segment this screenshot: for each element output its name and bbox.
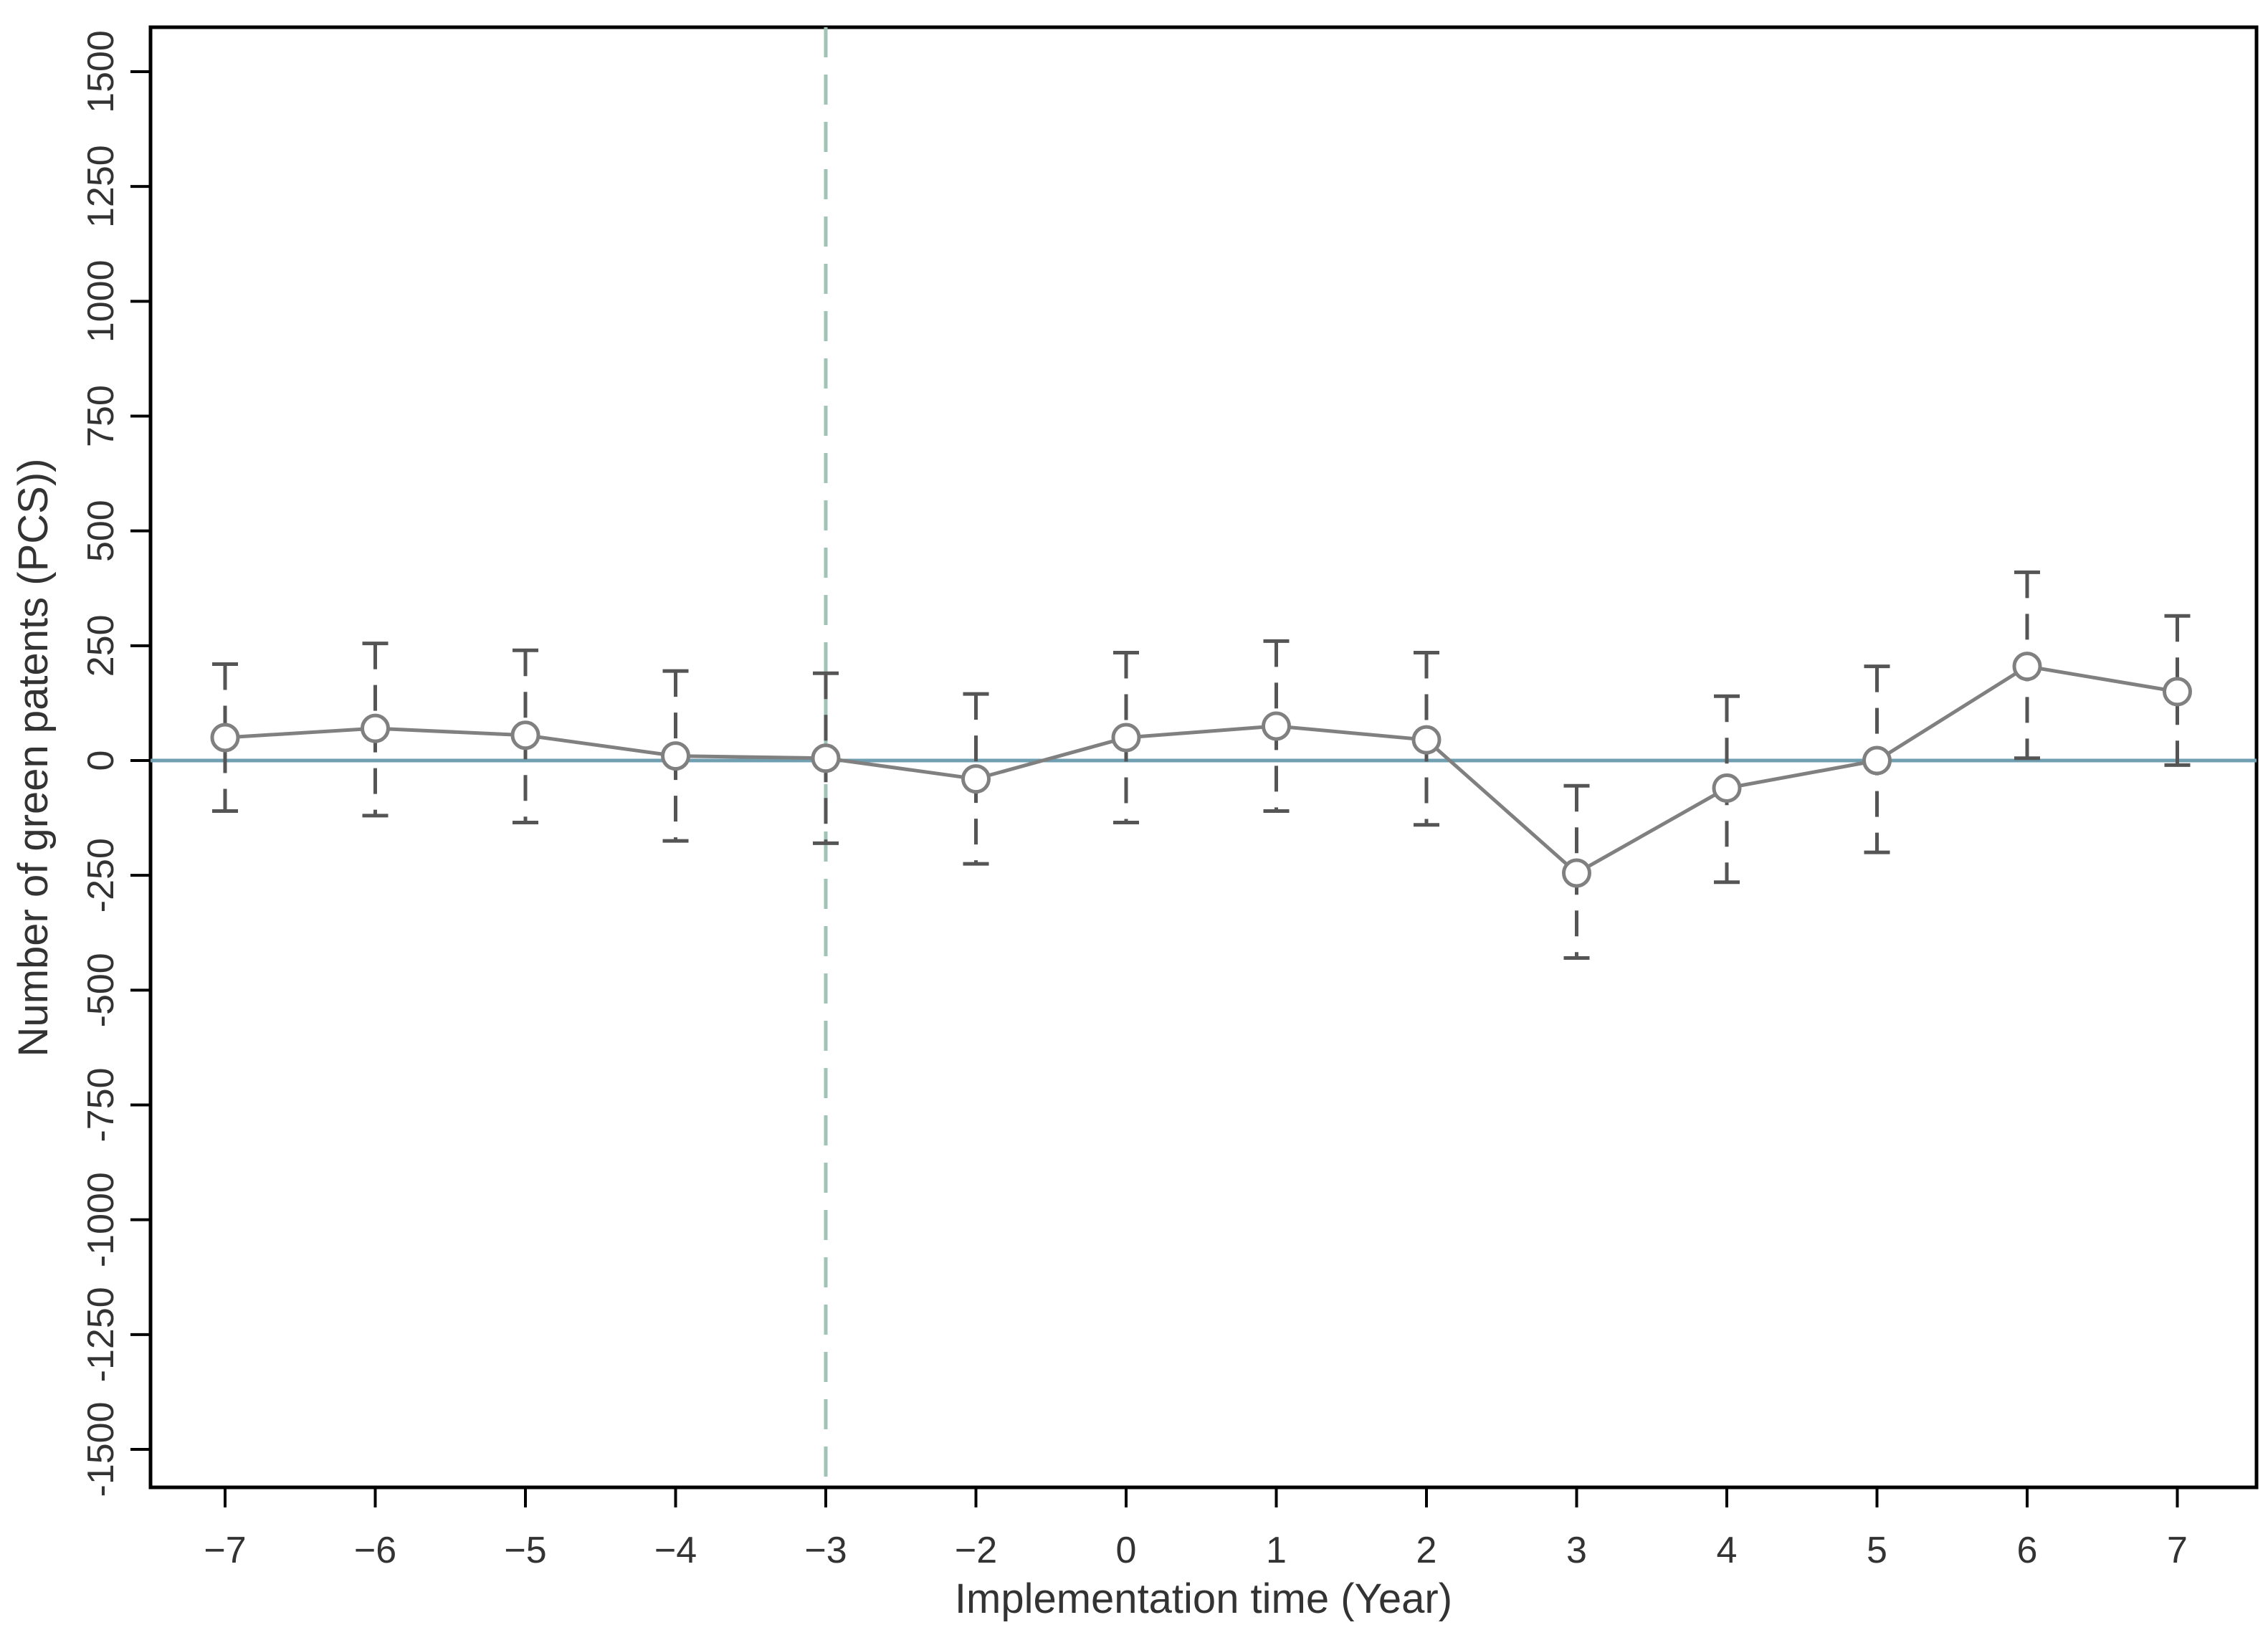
data-point [811, 743, 841, 773]
data-point [1712, 773, 1742, 803]
data-point [210, 723, 240, 753]
x-tick-label: −7 [204, 1530, 246, 1571]
x-tick-label: −2 [955, 1530, 997, 1571]
x-tick-label: 4 [1717, 1530, 1738, 1571]
y-axis-title: Number of green patents (PCS)) [10, 459, 57, 1057]
x-tick-label: 7 [2167, 1530, 2188, 1571]
data-point [1562, 858, 1591, 888]
x-tick-label: 1 [1266, 1530, 1287, 1571]
data-point [1411, 725, 1442, 755]
data-point [661, 741, 690, 771]
x-tick-label: −5 [504, 1530, 546, 1571]
y-tick-label: 250 [80, 614, 122, 677]
y-tick-label: 500 [80, 500, 122, 562]
x-tick-label: 5 [1867, 1530, 1887, 1571]
data-point [510, 720, 540, 750]
y-tick-label: -1000 [80, 1172, 122, 1267]
plot-frame [148, 25, 2259, 1490]
y-tick-label: 0 [80, 750, 122, 771]
y-tick-label: -750 [80, 1067, 122, 1142]
y-tick-label: 1000 [80, 259, 122, 343]
x-axis-title: Implementation time (Year) [955, 1576, 1452, 1622]
y-tick-label: 750 [80, 385, 122, 447]
x-tick-label: 2 [1416, 1530, 1437, 1571]
y-tick-label: -1250 [80, 1287, 122, 1382]
data-point [1862, 745, 1892, 776]
data-point [1262, 711, 1291, 741]
x-tick-label: 3 [1566, 1530, 1587, 1571]
y-tick-label: -500 [80, 953, 122, 1027]
x-tick-label: −3 [804, 1530, 847, 1571]
data-point [2163, 677, 2192, 707]
x-tick-label: −6 [354, 1530, 396, 1571]
x-tick-label: 6 [2017, 1530, 2038, 1571]
data-point [2012, 652, 2042, 682]
data-point [1111, 723, 1141, 753]
y-tick-label: 1250 [80, 145, 122, 228]
x-tick-label: 0 [1116, 1530, 1137, 1571]
x-tick-label: −4 [654, 1530, 697, 1571]
data-point [961, 764, 991, 794]
data-point [361, 713, 390, 743]
y-tick-label: -1500 [80, 1402, 122, 1497]
y-tick-label: -250 [80, 838, 122, 912]
series-line [224, 664, 2178, 876]
y-tick-label: 1500 [80, 30, 122, 113]
